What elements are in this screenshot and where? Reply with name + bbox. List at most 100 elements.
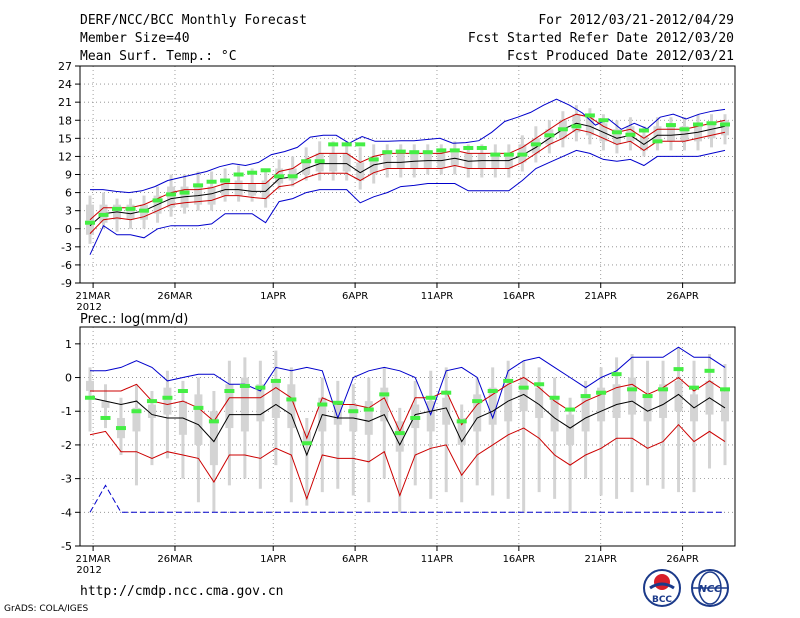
box <box>302 159 311 175</box>
obs-marker <box>472 399 483 404</box>
obs-marker <box>382 150 393 155</box>
panel-precipitation: -5 -4 -3 -2 -1 0 1 21MAR 26MAR 1APR 6APR 11APR 16APR… <box>61 326 736 576</box>
box <box>643 394 652 422</box>
footer-url[interactable]: http://cmdp.ncc.cma.gov.cn <box>80 584 284 599</box>
y-tick-label: -3 <box>61 241 72 254</box>
panel-frame <box>79 65 736 284</box>
obs-marker <box>368 157 379 162</box>
x-tick-label: 11APR <box>421 291 454 302</box>
box <box>426 401 435 432</box>
obs-marker <box>689 385 700 390</box>
y-tick-label: 18 <box>58 114 72 127</box>
box <box>342 153 351 172</box>
obs-marker <box>260 168 271 173</box>
y-tick-label: -2 <box>61 439 72 452</box>
obs-marker <box>193 405 204 410</box>
box <box>256 384 265 422</box>
bcc-logo-arc <box>649 582 675 590</box>
x-tick-label: 11APR <box>421 554 454 565</box>
box <box>356 162 365 181</box>
obs-marker <box>395 149 406 154</box>
box <box>550 397 559 432</box>
box <box>457 417 466 445</box>
obs-marker <box>287 174 298 179</box>
obs-marker <box>720 122 730 127</box>
obs-marker <box>652 139 663 144</box>
box <box>666 126 675 142</box>
box <box>364 401 373 435</box>
obs-marker <box>100 415 111 420</box>
obs-marker <box>317 402 328 407</box>
series-line-min <box>89 149 726 255</box>
obs-marker <box>208 419 219 424</box>
box <box>653 126 662 142</box>
box <box>383 153 392 169</box>
box <box>396 153 405 169</box>
box <box>535 387 544 418</box>
x-tick-label: 26APR <box>666 554 699 565</box>
box <box>194 394 203 445</box>
box <box>581 397 590 432</box>
obs-marker <box>125 206 136 211</box>
obs-marker <box>679 127 690 132</box>
obs-marker <box>706 121 717 126</box>
y-tick-label: 6 <box>65 187 72 200</box>
obs-marker <box>456 419 467 424</box>
obs-marker <box>517 152 528 157</box>
x-tick-label: 16APR <box>503 291 536 302</box>
obs-marker <box>332 400 343 405</box>
x-tick-label: 6APR <box>342 554 368 565</box>
obs-marker <box>518 385 529 390</box>
obs-marker <box>224 389 235 394</box>
obs-marker <box>98 212 109 217</box>
obs-marker <box>557 127 568 132</box>
obs-marker <box>565 407 576 412</box>
obs-marker <box>239 383 250 388</box>
obs-marker <box>530 142 541 147</box>
obs-marker <box>436 148 447 153</box>
obs-marker <box>425 395 436 400</box>
plot-area <box>85 346 730 513</box>
y-tick-label: 12 <box>58 150 72 163</box>
ncc-logo: NCC <box>691 569 729 607</box>
y-tick-label: -6 <box>61 259 72 272</box>
obs-marker <box>441 390 452 395</box>
x-tick-label: 26MAR <box>157 291 192 302</box>
obs-marker <box>355 142 366 147</box>
obs-marker <box>394 431 405 436</box>
x-tick-label: 26APR <box>666 291 699 302</box>
y-tick-label: -1 <box>61 405 72 418</box>
series-line-mean-minus-sd <box>89 128 726 234</box>
x-tick-label: 1APR <box>260 554 286 565</box>
obs-marker <box>112 206 123 211</box>
year-label: 2012 <box>76 302 101 313</box>
box <box>639 135 648 151</box>
box <box>248 183 257 196</box>
obs-marker <box>487 389 498 394</box>
series-line-mean <box>89 393 726 457</box>
box <box>126 204 135 220</box>
x-tick-label: 21APR <box>584 291 617 302</box>
x-tick-label: 26MAR <box>157 554 192 565</box>
obs-marker <box>658 387 669 392</box>
obs-marker <box>584 113 595 118</box>
panel-frame <box>79 326 736 547</box>
y-tick-label: 27 <box>58 60 72 73</box>
obs-marker <box>274 174 285 179</box>
obs-marker <box>409 150 420 155</box>
obs-marker <box>115 426 126 431</box>
y-tick-label: -3 <box>61 473 72 486</box>
obs-marker <box>503 152 514 157</box>
box <box>612 384 621 418</box>
box <box>473 394 482 432</box>
obs-marker <box>642 394 653 399</box>
box <box>287 384 296 429</box>
panel-temperature: -9 -6 -3 0 3 6 9 12 15 18 21 24 27 21MAR 26MAR 1APR 6APR… <box>58 60 736 313</box>
x-tick-label: 21APR <box>584 554 617 565</box>
y-tick-label: 0 <box>65 372 72 385</box>
chart-title: DERF/NCC/BCC Monthly Forecast <box>80 13 307 28</box>
box <box>612 129 621 145</box>
box <box>628 377 637 415</box>
obs-marker <box>301 441 312 446</box>
